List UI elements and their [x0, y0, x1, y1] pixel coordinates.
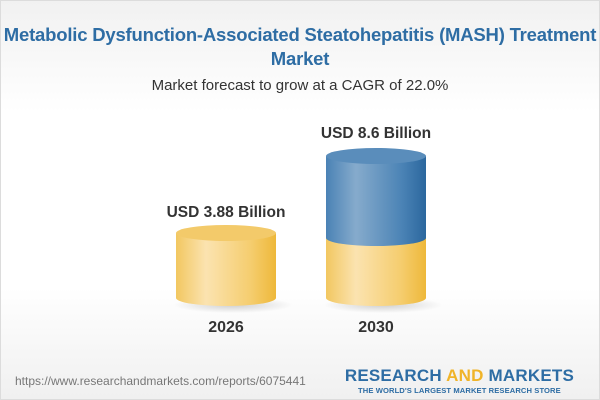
bar-2030-year-label: 2030: [358, 319, 394, 336]
research-and-markets-logo: RESEARCH AND MARKETS THE WORLD'S LARGEST…: [345, 367, 574, 396]
logo-word-markets: MARKETS: [488, 366, 574, 385]
logo-word-and: AND: [446, 366, 484, 385]
bar-2026: [173, 225, 293, 313]
source-url[interactable]: https://www.researchandmarkets.com/repor…: [15, 374, 306, 388]
bar-2026-year-label: 2026: [208, 319, 244, 336]
bar-2026-value-label: USD 3.88 Billion: [166, 204, 286, 221]
chart-subtitle: Market forecast to grow at a CAGR of 22.…: [151, 77, 449, 94]
bar-2030-value-label: USD 8.6 Billion: [320, 125, 432, 142]
logo-tagline: THE WORLD'S LARGEST MARKET RESEARCH STOR…: [358, 386, 561, 395]
chart-title: Metabolic Dysfunction-Associated Steatoh…: [3, 24, 597, 69]
logo-word-research: RESEARCH: [344, 366, 442, 385]
bar-2030: [323, 148, 443, 313]
